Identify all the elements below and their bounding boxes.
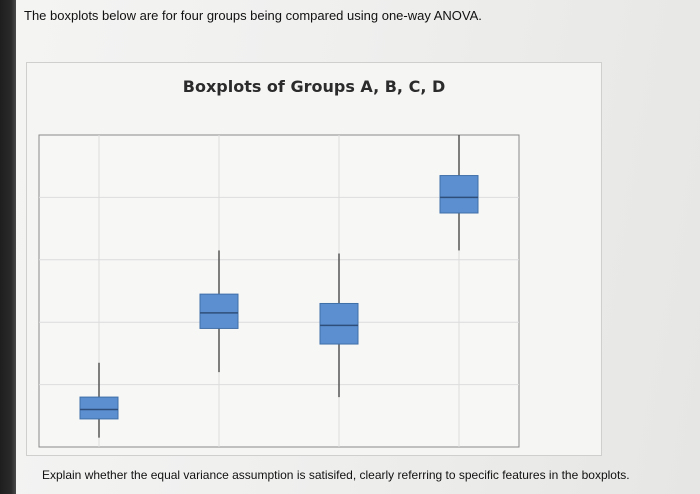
question-text: The boxplots below are for four groups b… xyxy=(24,8,482,23)
box-group-B xyxy=(199,293,239,329)
boxplot-chart xyxy=(38,134,520,448)
instruction-text: Explain whether the equal variance assum… xyxy=(42,468,630,482)
chart-title: Boxplots of Groups A, B, C, D xyxy=(182,77,446,96)
worksheet: The boxplots below are for four groups b… xyxy=(16,0,700,494)
photo-edge-shadow xyxy=(0,0,16,494)
plot-area xyxy=(38,134,520,448)
box-group-A xyxy=(79,396,119,420)
box-group-C xyxy=(319,302,359,345)
chart-frame: Boxplots of Groups A, B, C, D xyxy=(26,62,602,456)
box-group-D xyxy=(439,175,479,214)
